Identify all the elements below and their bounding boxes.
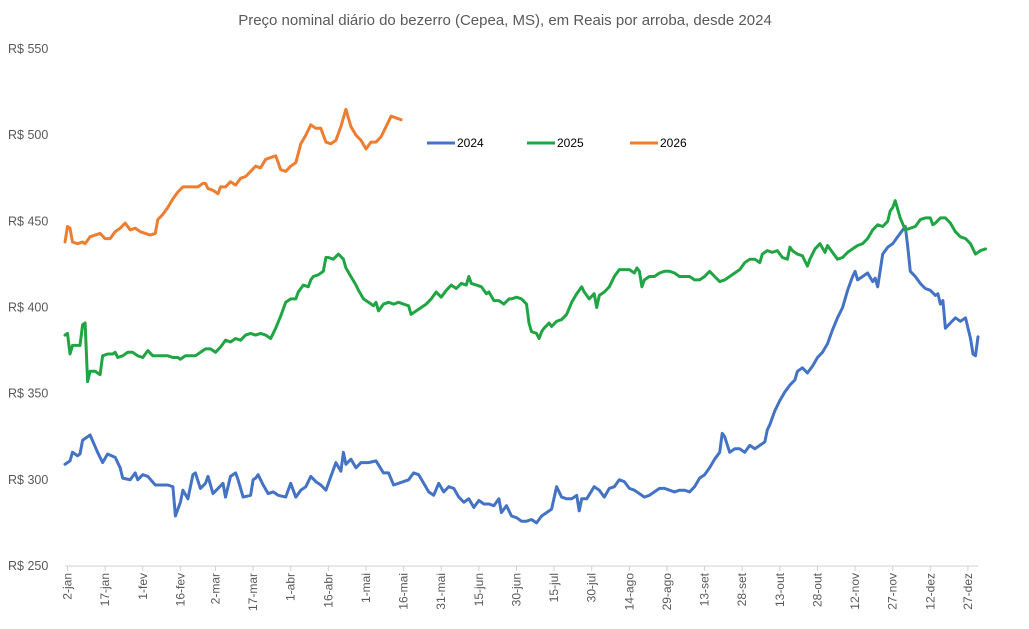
x-tick-label: 29-ago xyxy=(660,573,674,611)
x-tick-label: 13-set xyxy=(698,572,712,606)
y-tick-label: R$ 300 xyxy=(8,473,48,487)
x-tick-label: 1-mai xyxy=(359,573,373,603)
legend: 2024 2025 2026 xyxy=(427,136,687,150)
x-tick-label: 16-fev xyxy=(173,573,187,606)
x-tick-label: 1-fev xyxy=(136,573,150,600)
legend-label-2026: 2026 xyxy=(660,136,687,150)
x-tick-label: 27-nov xyxy=(886,573,900,610)
y-tick-label: R$ 450 xyxy=(8,214,48,228)
chart-title: Preço nominal diário do bezerro (Cepea, … xyxy=(238,12,772,29)
x-tick-label: 16-abr xyxy=(321,573,335,608)
y-tick-label: R$ 550 xyxy=(8,42,48,56)
legend-label-2024: 2024 xyxy=(457,136,484,150)
x-tick-label: 17-jan xyxy=(98,573,112,606)
x-tick-label: 13-out xyxy=(773,572,787,607)
y-tick-label: R$ 400 xyxy=(8,301,48,315)
x-tick-label: 30-jun xyxy=(509,573,523,606)
x-tick-label: 1-abr xyxy=(284,573,298,601)
x-tick-label: 2-mar xyxy=(208,573,222,604)
series-line-2025 xyxy=(63,199,987,384)
x-tick-label: 28-set xyxy=(735,572,749,606)
x-tick-label: 31-mai xyxy=(434,573,448,610)
series-line-2024 xyxy=(63,225,980,525)
x-tick-label: 27-dez xyxy=(961,573,975,610)
x-tick-label: 28-out xyxy=(810,572,824,607)
x-axis: 2-jan 17-jan 1-fev 16-fev 2-mar 17-mar 1-abr 16… xyxy=(61,565,978,611)
legend-label-2025: 2025 xyxy=(557,136,584,150)
y-axis: R$ 250 R$ 300 R$ 350 R$ 400 R$ 450 R$ 500 R$ 5… xyxy=(8,42,48,573)
x-tick-label: 14-ago xyxy=(622,573,636,611)
series-layer xyxy=(63,107,987,525)
x-tick-label: 12-dez xyxy=(923,573,937,610)
y-tick-label: R$ 250 xyxy=(8,559,48,573)
y-tick-label: R$ 350 xyxy=(8,387,48,401)
series-line-2026 xyxy=(63,107,403,246)
x-tick-label: 15-jul xyxy=(547,573,561,602)
x-tick-label: 12-nov xyxy=(848,573,862,610)
x-tick-label: 2-jan xyxy=(61,573,75,600)
x-tick-label: 17-mar xyxy=(246,573,260,611)
x-tick-label: 15-jun xyxy=(472,573,486,606)
x-tick-label: 30-jul xyxy=(585,573,599,602)
y-tick-label: R$ 500 xyxy=(8,128,48,142)
x-tick-label: 16-mai xyxy=(397,573,411,610)
